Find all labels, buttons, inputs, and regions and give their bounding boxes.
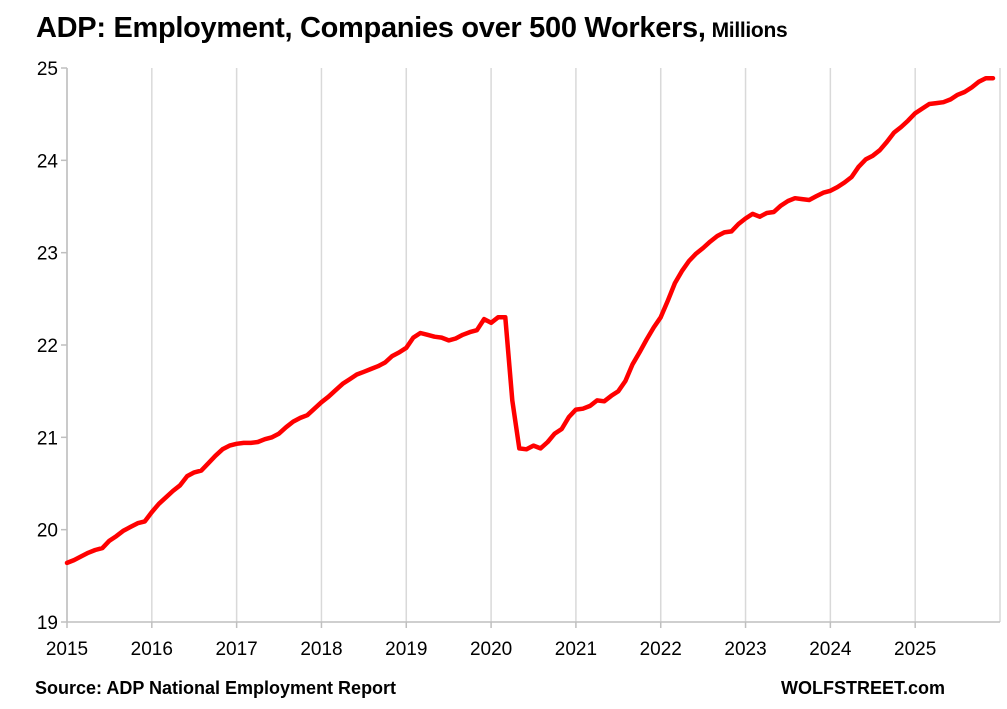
y-tick-label: 23 (37, 244, 58, 265)
x-tick-label: 2020 (470, 639, 512, 660)
x-tick-label: 2016 (131, 639, 173, 660)
series-group (64, 75, 996, 566)
y-tick-label: 20 (37, 521, 58, 542)
y-tick-label: 25 (37, 59, 58, 80)
x-tick-label: 2018 (300, 639, 342, 660)
x-tick-label: 2023 (724, 639, 766, 660)
chart-subtitle: Millions (711, 19, 788, 42)
chart-title-main: ADP: Employment, Companies over 500 Work… (36, 12, 706, 44)
axes (66, 68, 1000, 623)
y-tick-label: 19 (37, 613, 58, 634)
x-tick-label: 2019 (385, 639, 427, 660)
x-tick-label: 2025 (894, 639, 936, 660)
x-tick-label: 2024 (809, 639, 852, 660)
chart-title: ADP: Employment, Companies over 500 Work… (36, 12, 788, 45)
x-tick-label: 2017 (215, 639, 257, 660)
credit-note: WOLFSTREET.com (780, 678, 945, 698)
x-tick-label: 2022 (640, 639, 682, 660)
y-tick-label: 22 (37, 336, 58, 357)
y-tick-label: 21 (37, 428, 58, 449)
x-axis-ticks: 2015 2016 2017 2018 2019 2020 2021 2022 2023 2024… (46, 622, 936, 660)
y-tick-label: 24 (37, 151, 59, 172)
grid-lines (66, 68, 1001, 622)
source-note: Source: ADP National Employment Report (35, 678, 397, 698)
x-tick-label: 2021 (555, 639, 597, 660)
series-line-0 (64, 75, 996, 566)
y-axis-ticks: 19 20 21 22 23 24 25 (37, 59, 67, 634)
x-tick-label: 2015 (46, 639, 88, 660)
